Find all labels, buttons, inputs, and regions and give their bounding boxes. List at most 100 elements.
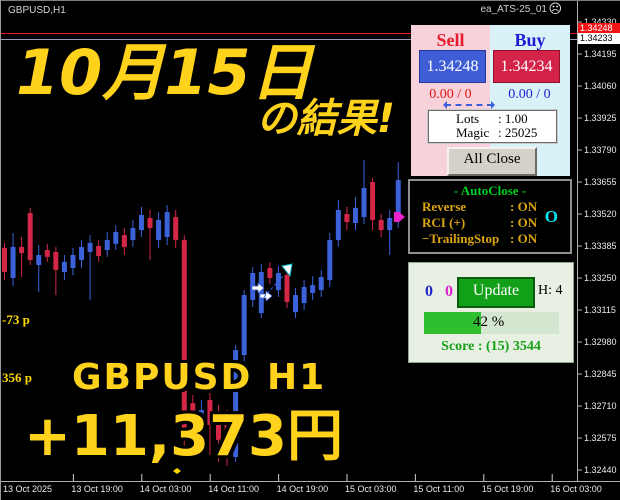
time-axis-label: 16 Oct 03:00: [550, 484, 602, 494]
progress-bar: [424, 312, 559, 334]
buy-label: Buy: [514, 30, 546, 50]
trade-entry-arrow-icon: [251, 282, 265, 294]
sell-button[interactable]: 1.34248: [419, 50, 486, 83]
candle-body: [19, 246, 25, 254]
candle-body: [258, 272, 264, 314]
candle-body: [36, 255, 42, 265]
lots-info-box: Lots: 1.00 Magic: 25025: [427, 109, 558, 144]
candle-body: [327, 240, 333, 281]
candle-body: [267, 268, 273, 278]
candle-body: [284, 275, 290, 302]
price-axis-label: 1.34195: [584, 49, 617, 59]
autoclose-setting-row[interactable]: Reverse: ON: [410, 199, 570, 215]
rci-indicator-circle-icon[interactable]: O: [544, 207, 558, 226]
candle-body: [130, 227, 136, 241]
autoclose-setting-value: : ON: [510, 199, 538, 214]
progress-bar-fill: [424, 312, 481, 334]
candle-body: [216, 415, 221, 440]
buy-stats: 0.00 / 0: [508, 87, 551, 102]
ea-name-label: ea_ATS-25_01: [480, 4, 547, 15]
buy-count: 0: [425, 283, 433, 300]
window-top-border: [0, 0, 620, 1]
sell-stats: 0.00 / 0: [429, 87, 472, 102]
price-axis-label: 1.34330: [584, 17, 617, 27]
candle-body: [173, 217, 179, 241]
axis-marker-dot: [173, 468, 181, 474]
candle-body: [87, 242, 93, 252]
candle-body: [164, 212, 170, 237]
candle-body: [395, 180, 401, 220]
lots-value: : 1.00: [498, 111, 528, 126]
price-axis-label: 1.33250: [584, 273, 617, 283]
time-axis-label: 13 Oct 19:00: [71, 484, 123, 494]
bid-price-badge: 1.34233: [578, 33, 620, 44]
spread-arrow-indicator: [443, 101, 495, 109]
autoclose-panel: - AutoClose - Reverse: ON RCI (+): ON −Tra…: [408, 179, 572, 254]
autoclose-setting-row[interactable]: RCI (+) : ON: [410, 215, 570, 231]
candle-body: [44, 250, 50, 257]
overlay-result-text: の結果!: [256, 96, 395, 142]
price-axis-label: 1.32980: [584, 337, 617, 347]
time-axis-label: 15 Oct 19:00: [481, 484, 534, 494]
candle-body: [104, 240, 110, 251]
candle-body: [344, 214, 350, 223]
autoclose-setting-label: −TrailingStop: [422, 231, 500, 246]
overlay-profit-text: +11,373円: [24, 404, 344, 469]
autoclose-setting-label: RCI (+): [422, 215, 466, 230]
candle-body: [335, 209, 341, 241]
candle-body: [96, 246, 102, 256]
time-axis-label: 14 Oct 03:00: [139, 484, 192, 494]
time-axis-label: 14 Oct 11:00: [208, 484, 260, 494]
candle-body: [181, 240, 187, 440]
progress-percent-label: 42 %: [473, 314, 505, 330]
overlay-date-text: 10月15日: [16, 36, 313, 109]
candle-body: [147, 218, 153, 228]
candle-body: [198, 410, 204, 430]
candle-body: [361, 187, 367, 218]
candle-body: [241, 295, 247, 356]
price-axis-label: 1.34060: [584, 81, 617, 91]
buy-button[interactable]: 1.34234: [493, 50, 560, 83]
ea-status-face-icon[interactable]: ☹: [548, 1, 562, 16]
ask-price-badge: 1.34248: [578, 23, 620, 34]
candle-body: [70, 255, 76, 269]
current-trade-arrow-icon: [394, 212, 405, 222]
price-axis-label: 1.33790: [584, 145, 617, 155]
update-panel: 0 0 Update H: 4 42 % Score : (15) 3544: [408, 262, 574, 363]
update-button[interactable]: Update: [457, 277, 535, 308]
candle-body: [387, 218, 393, 231]
magic-label: Magic: [456, 125, 490, 140]
candle-body: [10, 246, 16, 278]
autoclose-setting-row[interactable]: −TrailingStop : ON: [410, 231, 570, 247]
score-label: Score : (15) 3544: [441, 339, 541, 354]
sell-count: 0: [445, 283, 453, 300]
trade-exit-flag-icon: [281, 263, 293, 278]
time-axis-label: 15 Oct 11:00: [413, 484, 465, 494]
trade-panel: Sell Buy 1.34248 1.34234 0.00 / 0 0.00 /…: [411, 25, 570, 176]
price-axis-label: 1.33655: [584, 177, 617, 187]
autoclose-setting-value: : ON: [510, 215, 538, 230]
candle-body: [310, 285, 316, 293]
autoclose-title: - AutoClose -: [453, 183, 527, 198]
autoclose-setting-value: : ON: [510, 231, 538, 246]
sell-label: Sell: [436, 30, 465, 50]
time-axis-label: 15 Oct 03:00: [345, 484, 397, 494]
price-axis-label: 1.33385: [584, 241, 617, 251]
candle-body: [79, 246, 85, 260]
all-close-button[interactable]: All Close: [447, 147, 537, 176]
candle-body: [224, 419, 230, 445]
candle-body: [352, 207, 358, 224]
hours-label: H: 4: [538, 283, 563, 298]
candle-body: [53, 251, 59, 270]
chart-symbol-label: GBPUSD,H1: [8, 5, 66, 16]
price-axis-label: 1.32845: [584, 369, 617, 379]
magic-value: : 25025: [498, 125, 538, 140]
price-axis-label: 1.33115: [584, 305, 616, 315]
candle-body: [61, 261, 67, 273]
price-axis-label: 1.32575: [584, 433, 617, 443]
candle-body: [293, 295, 299, 313]
price-axis-label: 1.33925: [584, 113, 617, 123]
candle-body: [370, 182, 376, 220]
